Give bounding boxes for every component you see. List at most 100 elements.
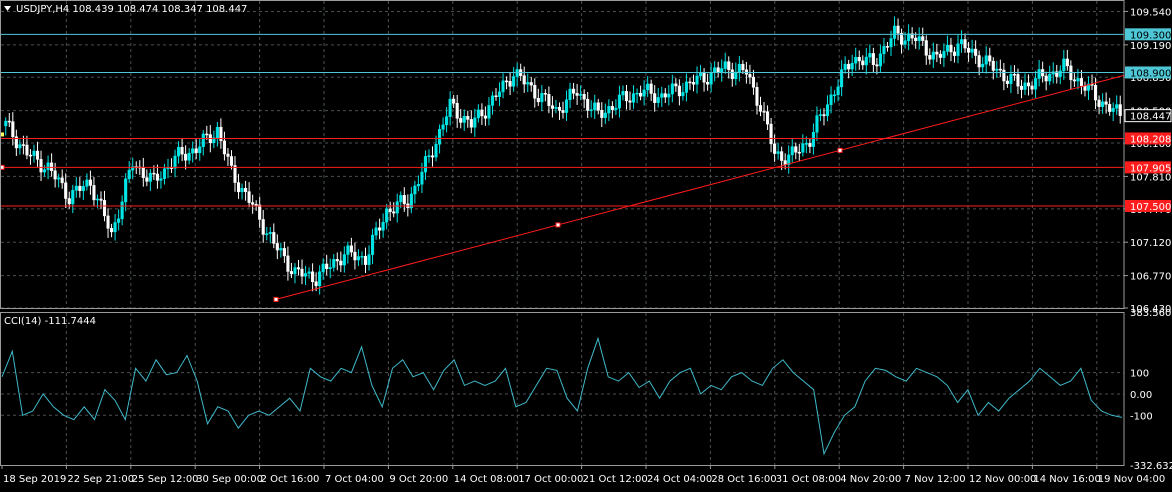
candle-body (502, 81, 505, 92)
candle-body (646, 84, 649, 90)
candle-body (752, 77, 755, 87)
candle-body (177, 147, 180, 156)
candle-body (258, 205, 261, 220)
candle-body (738, 64, 741, 72)
cci-tick-label: 383.5603 (1130, 308, 1172, 319)
candle-body (872, 53, 875, 64)
candle-body (1115, 105, 1118, 109)
candle-body (548, 94, 551, 105)
candle-body (449, 99, 452, 116)
candle-body (558, 107, 561, 110)
candle-body (435, 144, 438, 157)
candle-body (160, 179, 163, 181)
candle-body (442, 125, 445, 129)
x-tick-label: 19 Nov 04:00 (1098, 474, 1165, 485)
candle-body (205, 134, 208, 135)
trendline-anchor-point[interactable] (556, 223, 560, 227)
candle-body (1038, 69, 1041, 78)
candle-body (766, 112, 769, 124)
candle-body (615, 108, 618, 110)
candle-body (96, 199, 99, 200)
x-tick-label: 12 Nov 00:00 (969, 474, 1036, 485)
candle-body (967, 48, 970, 52)
candle-body (294, 268, 297, 274)
candle-body (865, 57, 868, 65)
x-tick-label: 7 Nov 12:00 (905, 474, 966, 485)
candle-body (551, 106, 554, 109)
candle-body (75, 186, 78, 190)
candle-body (417, 184, 420, 186)
price-level-label: 109.300 (1130, 30, 1171, 41)
candle-body (890, 38, 893, 46)
candle-body (583, 94, 586, 99)
candle-body (837, 87, 840, 95)
symbol-info-label: USDJPY,H4 108.439 108.474 108.347 108.44… (16, 4, 247, 15)
candle-body (692, 82, 695, 84)
candle-body (883, 46, 886, 53)
candle-body (809, 143, 812, 146)
candle-body (22, 145, 25, 146)
candle-body (251, 203, 254, 205)
cci-tick-label: -100 (1130, 411, 1153, 422)
candle-body (163, 169, 166, 179)
candle-body (216, 127, 219, 138)
candle-body (600, 110, 603, 117)
x-tick-label: 2 Oct 16:00 (261, 474, 320, 485)
candle-body (329, 267, 332, 268)
candle-body (526, 82, 529, 84)
candle-body (921, 37, 924, 41)
candle-body (283, 248, 286, 256)
candle-body (791, 147, 794, 155)
x-tick-label: 28 Oct 16:00 (711, 474, 776, 485)
trendline-anchor-point[interactable] (274, 297, 278, 301)
trendline-anchor-point[interactable] (838, 148, 842, 152)
candle-body (805, 143, 808, 144)
candle-body (985, 56, 988, 64)
candle-body (660, 94, 663, 98)
candle-body (671, 84, 674, 94)
candle-body (459, 118, 462, 122)
candle-body (696, 76, 699, 84)
candle-body (466, 116, 469, 119)
candle-body (237, 183, 240, 192)
candle-body (495, 96, 498, 97)
candle-body (530, 82, 533, 85)
candle-body (498, 92, 501, 97)
candle-body (643, 90, 646, 96)
candle-body (474, 118, 477, 127)
candle-body (361, 256, 364, 257)
candle-body (1003, 70, 1006, 81)
candle-body (1098, 100, 1101, 107)
candle-body (110, 228, 113, 231)
candle-body (861, 61, 864, 65)
candle-body (668, 94, 671, 97)
y-tick-label: 109.190 (1130, 41, 1171, 52)
candle-body (149, 173, 152, 181)
candle-body (1080, 78, 1083, 85)
candle-body (71, 190, 74, 204)
candle-body (851, 63, 854, 69)
x-tick-label: 17 Oct 00:00 (518, 474, 583, 485)
candle-body (914, 38, 917, 41)
candle-body (932, 52, 935, 59)
candle-body (586, 99, 589, 110)
candle-body (950, 45, 953, 52)
candle-body (456, 103, 459, 118)
candle-body (1031, 86, 1034, 89)
candle-body (86, 180, 89, 186)
candle-body (241, 188, 244, 192)
candle-body (823, 115, 826, 116)
candle-body (290, 271, 293, 274)
candle-body (999, 69, 1002, 70)
candle-body (340, 261, 343, 265)
candle-body (812, 132, 815, 146)
candle-body (336, 259, 339, 261)
candle-body (230, 156, 233, 165)
candle-body (234, 165, 237, 182)
candle-body (202, 134, 205, 147)
candle-body (1010, 74, 1013, 83)
candle-body (904, 41, 907, 45)
candle-body (332, 259, 335, 267)
candle-body (188, 153, 191, 160)
candle-body (43, 170, 46, 172)
